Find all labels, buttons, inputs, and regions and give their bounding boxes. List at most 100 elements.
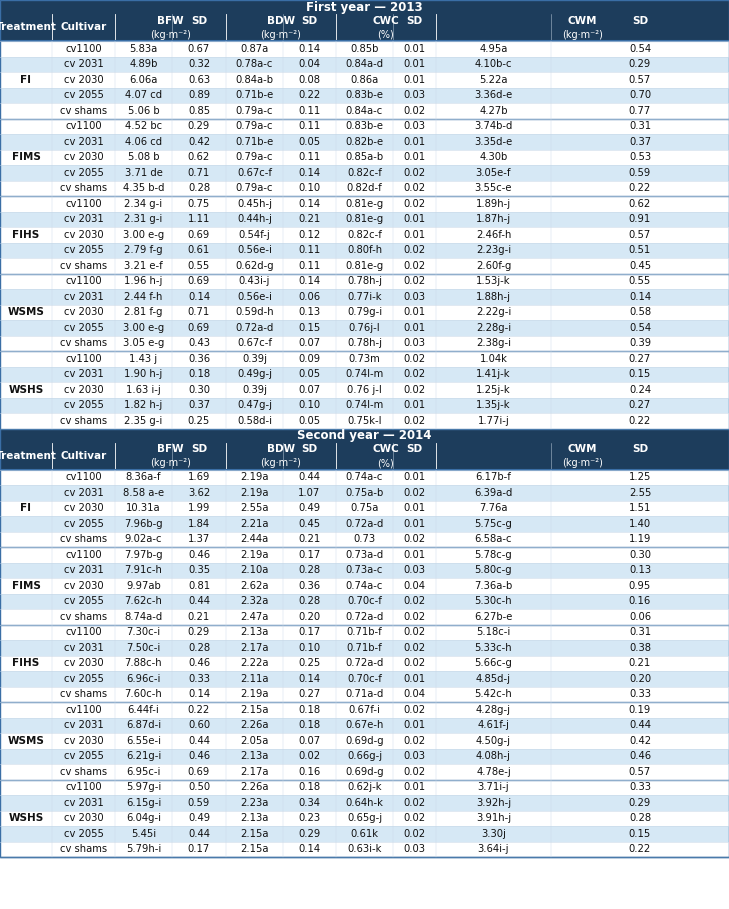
Text: 0.67e-h: 0.67e-h xyxy=(346,720,383,730)
Text: 0.72a-d: 0.72a-d xyxy=(346,612,383,622)
Text: cv shams: cv shams xyxy=(60,261,107,271)
Text: 0.69: 0.69 xyxy=(188,323,210,333)
Text: 0.13: 0.13 xyxy=(298,307,321,317)
Text: cv1100: cv1100 xyxy=(65,199,102,209)
Text: 0.44: 0.44 xyxy=(629,720,651,730)
Text: 1.41j-k: 1.41j-k xyxy=(476,369,511,379)
Text: 0.02: 0.02 xyxy=(403,105,426,115)
Text: 0.03: 0.03 xyxy=(403,90,426,100)
Text: 0.76j-l: 0.76j-l xyxy=(348,323,381,333)
Bar xyxy=(0,717,729,733)
Text: 1.25: 1.25 xyxy=(629,473,651,483)
Text: 0.04: 0.04 xyxy=(403,581,426,591)
Text: 7.50c-i: 7.50c-i xyxy=(126,643,160,653)
Text: 0.44h-j: 0.44h-j xyxy=(237,215,272,225)
Text: 2.15a: 2.15a xyxy=(241,829,269,839)
Text: 7.91c-h: 7.91c-h xyxy=(125,565,163,575)
Text: BFW: BFW xyxy=(157,16,184,26)
Text: 0.23: 0.23 xyxy=(298,814,321,824)
Text: (kg·m⁻²): (kg·m⁻²) xyxy=(150,29,191,39)
Text: 0.91: 0.91 xyxy=(629,215,651,225)
Text: 2.60f-g: 2.60f-g xyxy=(476,261,511,271)
Text: 2.19a: 2.19a xyxy=(241,488,269,498)
Text: 0.27: 0.27 xyxy=(629,354,651,364)
Text: (kg·m⁻²): (kg·m⁻²) xyxy=(562,29,603,39)
Text: 5.75c-g: 5.75c-g xyxy=(475,519,512,529)
Text: 0.72a-d: 0.72a-d xyxy=(346,658,383,668)
Text: 7.60c-h: 7.60c-h xyxy=(125,689,163,699)
Bar xyxy=(0,212,729,227)
Text: 5.42c-h: 5.42c-h xyxy=(475,689,512,699)
Text: 0.01: 0.01 xyxy=(403,783,426,793)
Text: 4.95a: 4.95a xyxy=(479,44,507,54)
Text: 0.02: 0.02 xyxy=(403,184,426,194)
Text: 4.50g-j: 4.50g-j xyxy=(476,735,511,745)
Text: 0.58d-i: 0.58d-i xyxy=(237,415,272,425)
Text: 0.10: 0.10 xyxy=(298,643,321,653)
Bar xyxy=(0,351,729,366)
Text: 1.40: 1.40 xyxy=(629,519,651,529)
Text: 7.36a-b: 7.36a-b xyxy=(475,581,512,591)
Text: 1.35j-k: 1.35j-k xyxy=(476,400,511,410)
Text: 0.16: 0.16 xyxy=(629,596,651,606)
Text: WSMS: WSMS xyxy=(7,735,44,745)
Text: cv 2030: cv 2030 xyxy=(63,152,104,162)
Text: 0.17: 0.17 xyxy=(298,627,321,637)
Text: SD: SD xyxy=(407,445,423,454)
Text: 0.44: 0.44 xyxy=(188,596,210,606)
Text: cv1100: cv1100 xyxy=(65,354,102,364)
Text: BDW: BDW xyxy=(267,16,295,26)
Text: 0.46: 0.46 xyxy=(188,751,210,761)
Bar xyxy=(0,516,729,532)
Text: 0.02: 0.02 xyxy=(403,261,426,271)
Text: 2.28g-i: 2.28g-i xyxy=(476,323,511,333)
Text: 0.13: 0.13 xyxy=(629,565,651,575)
Text: cv 2055: cv 2055 xyxy=(63,323,104,333)
Text: cv1100: cv1100 xyxy=(65,783,102,793)
Text: 0.14: 0.14 xyxy=(188,292,210,302)
Text: 0.77i-k: 0.77i-k xyxy=(347,292,382,302)
Text: 1.07: 1.07 xyxy=(298,488,321,498)
Text: 0.39j: 0.39j xyxy=(242,385,267,395)
Text: 0.63: 0.63 xyxy=(188,75,210,85)
Text: cv 2031: cv 2031 xyxy=(63,643,104,653)
Text: FIHS: FIHS xyxy=(12,230,39,240)
Text: 4.28g-j: 4.28g-j xyxy=(476,704,511,714)
Text: 0.22: 0.22 xyxy=(629,184,651,194)
Text: 0.76 j-l: 0.76 j-l xyxy=(347,385,382,395)
Text: 0.15: 0.15 xyxy=(629,369,651,379)
Text: 5.78c-g: 5.78c-g xyxy=(475,550,512,560)
Text: 0.81e-g: 0.81e-g xyxy=(346,215,383,225)
Text: 4.27b: 4.27b xyxy=(479,105,508,115)
Text: 0.69d-g: 0.69d-g xyxy=(346,767,383,777)
Bar xyxy=(0,748,729,764)
Text: 1.53j-k: 1.53j-k xyxy=(476,276,511,286)
Bar xyxy=(0,485,729,501)
Text: cv 2055: cv 2055 xyxy=(63,519,104,529)
Text: 5.06 b: 5.06 b xyxy=(128,105,160,115)
Bar xyxy=(0,811,729,826)
Text: 0.02: 0.02 xyxy=(403,704,426,714)
Text: 1.19: 1.19 xyxy=(629,534,651,544)
Text: 0.55: 0.55 xyxy=(629,276,651,286)
Text: 2.19a: 2.19a xyxy=(241,473,269,483)
Text: 8.74a-d: 8.74a-d xyxy=(125,612,163,622)
Text: 0.43: 0.43 xyxy=(188,338,210,348)
Text: 0.43i-j: 0.43i-j xyxy=(239,276,270,286)
Text: 3.30j: 3.30j xyxy=(481,829,506,839)
Text: cv1100: cv1100 xyxy=(65,276,102,286)
Text: 0.75a-b: 0.75a-b xyxy=(346,488,383,498)
Text: 1.84: 1.84 xyxy=(188,519,210,529)
Text: 5.97g-i: 5.97g-i xyxy=(126,783,161,793)
Text: 0.15: 0.15 xyxy=(629,829,651,839)
Text: 6.55e-i: 6.55e-i xyxy=(126,735,161,745)
Bar xyxy=(0,72,729,87)
Text: 0.57: 0.57 xyxy=(629,75,651,85)
Text: cv shams: cv shams xyxy=(60,689,107,699)
Text: cv shams: cv shams xyxy=(60,105,107,115)
Text: 0.87a: 0.87a xyxy=(241,44,268,54)
Text: 0.22: 0.22 xyxy=(298,90,321,100)
Text: 0.18: 0.18 xyxy=(188,369,210,379)
Text: 0.46: 0.46 xyxy=(188,658,210,668)
Text: 0.71a-d: 0.71a-d xyxy=(346,689,383,699)
